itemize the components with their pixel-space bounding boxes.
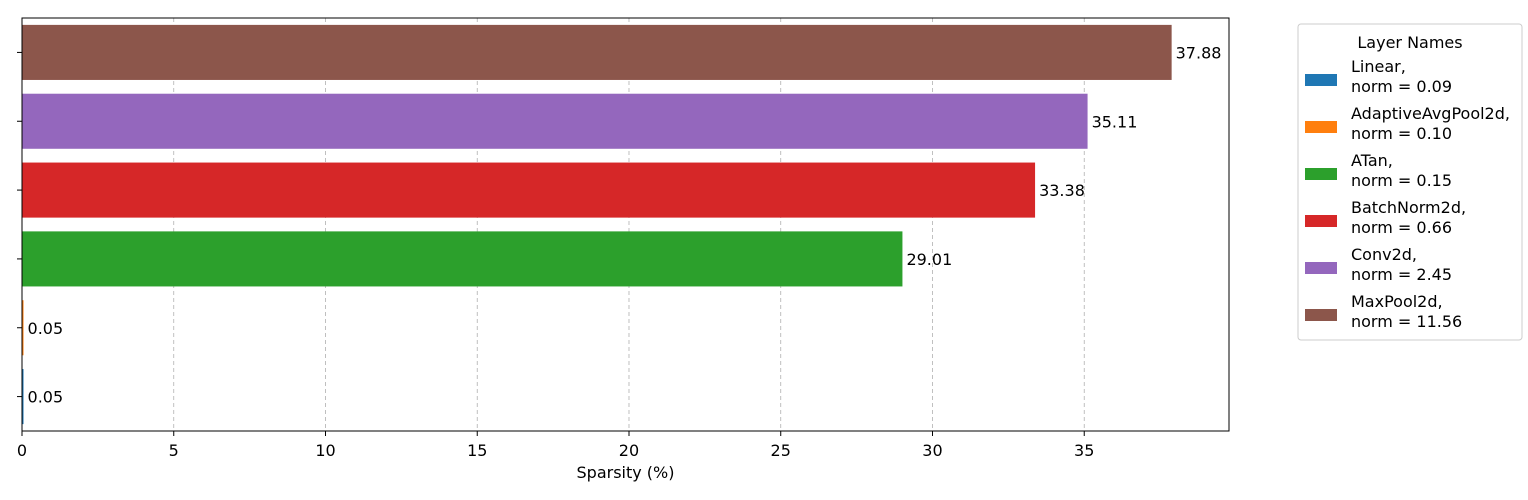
legend-label-line1: Conv2d, (1351, 245, 1417, 264)
legend-label-line1: MaxPool2d, (1351, 292, 1443, 311)
legend-label-line2: norm = 0.66 (1351, 218, 1452, 237)
legend-label-line2: norm = 0.15 (1351, 171, 1452, 190)
legend-swatch (1305, 215, 1337, 227)
bar-value-label: 33.38 (1039, 181, 1085, 200)
legend-swatch (1305, 262, 1337, 274)
legend-label-line1: AdaptiveAvgPool2d, (1351, 104, 1510, 123)
x-tick-label: 25 (771, 441, 791, 460)
bar (22, 369, 24, 425)
plot-frame (21, 17, 1230, 432)
bar-value-label: 29.01 (906, 250, 952, 269)
x-tick-label: 30 (922, 441, 942, 460)
x-axis-label: Sparsity (%) (577, 463, 675, 482)
grid-lines (173, 18, 1085, 431)
x-axis-ticks: 0 5 10 15 20 25 30 35 (17, 431, 1094, 460)
y-axis-ticks (17, 51, 22, 398)
legend-entries: Linear,norm = 0.09AdaptiveAvgPool2d,norm… (1305, 57, 1510, 331)
bar-value-label: 0.05 (28, 388, 64, 407)
legend-label-line2: norm = 11.56 (1351, 312, 1462, 331)
x-tick-label: 35 (1074, 441, 1094, 460)
legend: Layer Names Linear,norm = 0.09 AdaptiveAv… (1297, 23, 1523, 341)
legend-label-line1: BatchNorm2d, (1351, 198, 1466, 217)
x-tick-label: 20 (619, 441, 639, 460)
bar (22, 162, 1036, 218)
bar-value-label: 0.05 (28, 319, 64, 338)
legend-box (1297, 23, 1523, 341)
bar-value-labels: 0.05 0.05 29.01 33.38 35.11 37.88 (28, 43, 1222, 406)
x-tick-label: 0 (17, 441, 27, 460)
legend-label-line1: Linear, (1351, 57, 1406, 76)
bar (22, 24, 1172, 80)
legend-label-line2: norm = 0.10 (1351, 124, 1452, 143)
bar (22, 93, 1088, 149)
bar (22, 300, 24, 356)
x-tick-label: 15 (467, 441, 487, 460)
x-tick-label: 5 (169, 441, 179, 460)
legend-swatch (1305, 74, 1337, 86)
bar (22, 231, 903, 287)
bar-value-label: 37.88 (1176, 43, 1222, 62)
bars (22, 24, 1172, 425)
legend-label-line1: ATan, (1351, 151, 1393, 170)
legend-label-line2: norm = 0.09 (1351, 77, 1452, 96)
legend-title: Layer Names (1357, 33, 1462, 52)
legend-swatch (1305, 121, 1337, 133)
legend-swatch (1305, 309, 1337, 321)
legend-label-line2: norm = 2.45 (1351, 265, 1452, 284)
bar-value-label: 35.11 (1092, 112, 1138, 131)
x-tick-label: 10 (315, 441, 335, 460)
legend-swatch (1305, 168, 1337, 180)
